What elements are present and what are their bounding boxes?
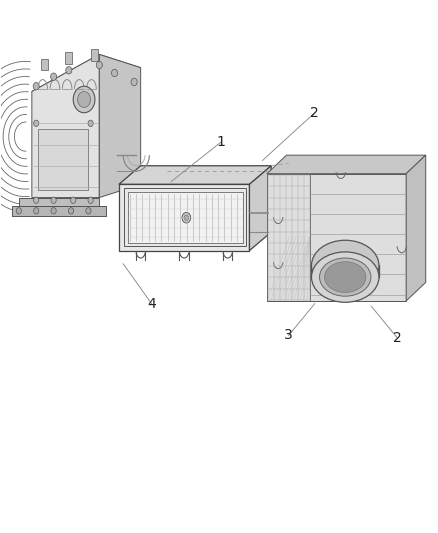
Circle shape — [68, 208, 74, 214]
Circle shape — [78, 92, 91, 108]
Circle shape — [51, 197, 56, 204]
Ellipse shape — [311, 252, 379, 302]
Circle shape — [86, 208, 91, 214]
Text: 3: 3 — [284, 328, 293, 342]
Ellipse shape — [311, 240, 379, 290]
Circle shape — [71, 197, 76, 204]
Polygon shape — [119, 184, 250, 251]
Polygon shape — [65, 52, 72, 64]
Circle shape — [131, 78, 137, 86]
Polygon shape — [42, 59, 48, 70]
Circle shape — [34, 120, 39, 126]
Ellipse shape — [320, 258, 371, 296]
Text: 1: 1 — [217, 135, 226, 149]
Text: 2: 2 — [393, 331, 402, 345]
Text: 2: 2 — [311, 106, 319, 120]
Polygon shape — [32, 54, 99, 198]
Circle shape — [88, 120, 93, 126]
Text: 4: 4 — [147, 297, 156, 311]
Polygon shape — [267, 174, 406, 301]
Polygon shape — [39, 128, 88, 190]
Circle shape — [34, 208, 39, 214]
Circle shape — [88, 197, 93, 204]
Circle shape — [182, 213, 191, 223]
Circle shape — [34, 197, 39, 204]
Ellipse shape — [325, 262, 366, 293]
Polygon shape — [12, 206, 106, 216]
Polygon shape — [127, 192, 243, 243]
Circle shape — [112, 69, 117, 77]
Circle shape — [51, 208, 56, 214]
Polygon shape — [32, 54, 141, 105]
Circle shape — [184, 215, 188, 220]
Circle shape — [66, 67, 72, 74]
Polygon shape — [250, 166, 271, 251]
Polygon shape — [19, 198, 99, 206]
Polygon shape — [267, 155, 426, 174]
Circle shape — [16, 208, 21, 214]
Circle shape — [96, 61, 102, 69]
Polygon shape — [92, 49, 99, 61]
Circle shape — [50, 73, 57, 80]
Circle shape — [73, 86, 95, 113]
Polygon shape — [99, 54, 141, 198]
Polygon shape — [119, 166, 271, 184]
Polygon shape — [406, 155, 426, 301]
Circle shape — [33, 83, 39, 90]
